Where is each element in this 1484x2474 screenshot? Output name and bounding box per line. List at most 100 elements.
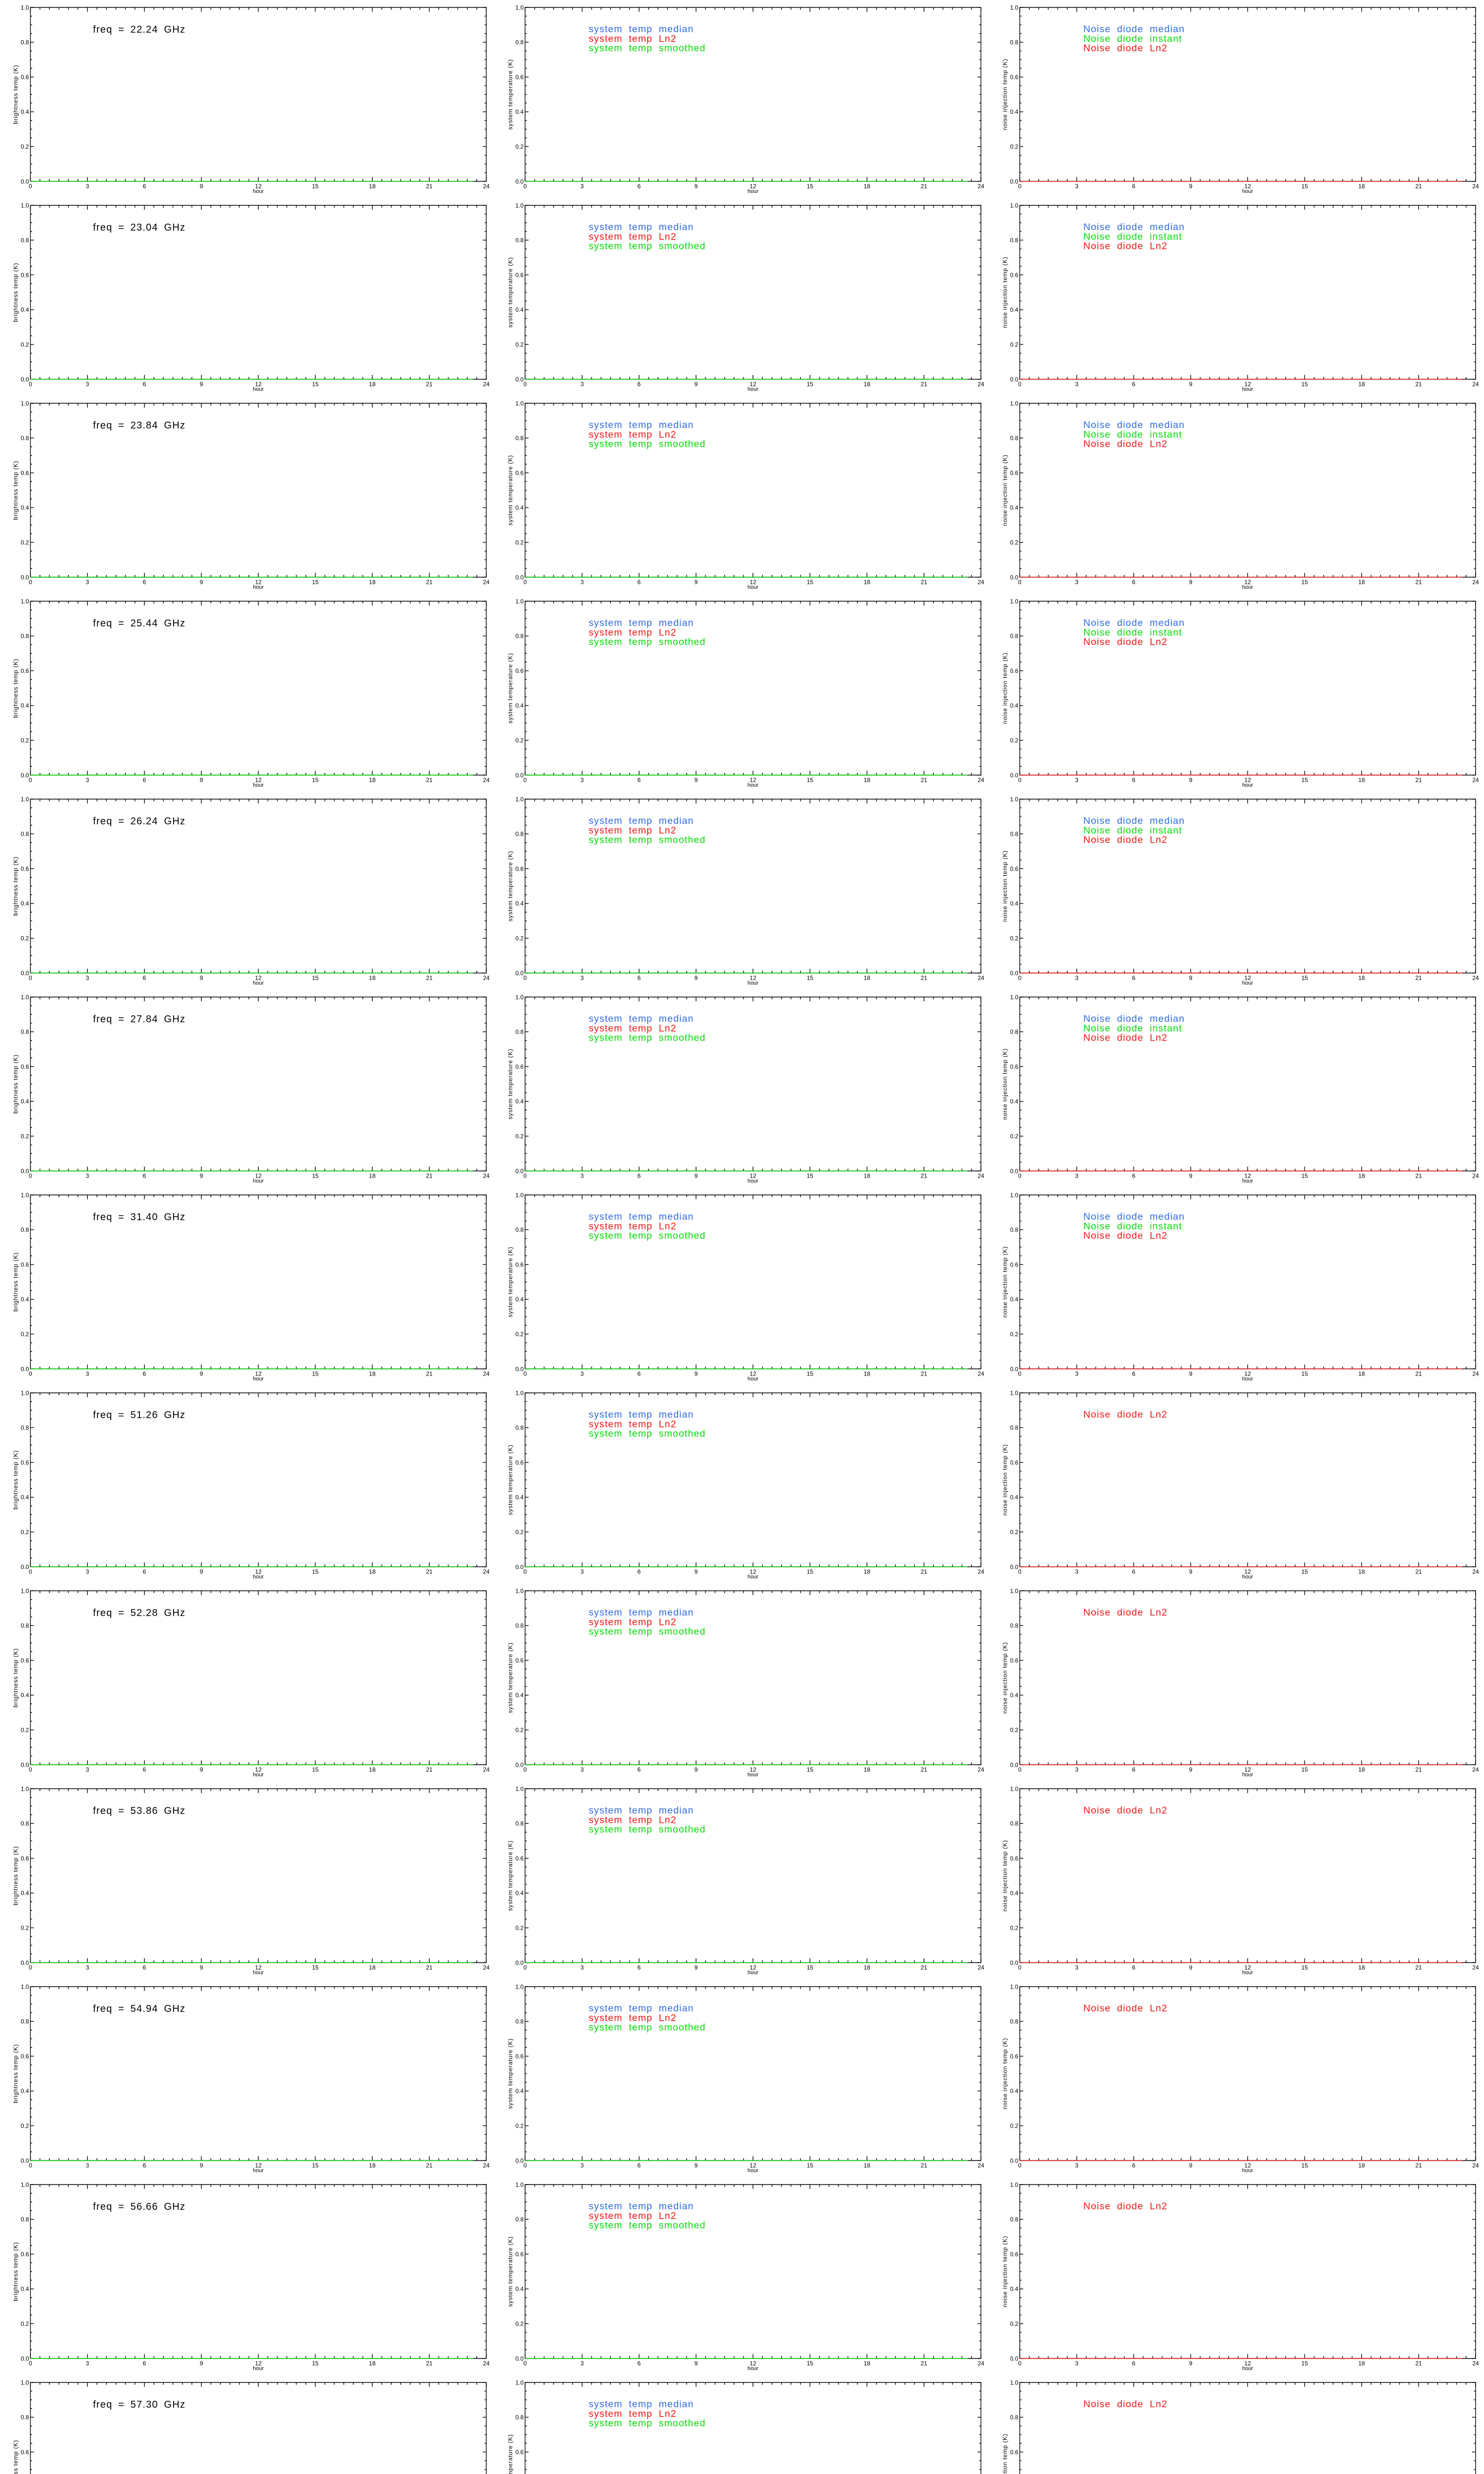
svg-text:1.0: 1.0	[21, 2181, 29, 2188]
svg-text:hour: hour	[1242, 1178, 1253, 1184]
svg-text:0: 0	[523, 1569, 527, 1575]
svg-text:3: 3	[1075, 2162, 1078, 2169]
svg-text:6: 6	[1132, 381, 1136, 388]
svg-text:6: 6	[143, 1766, 146, 1773]
svg-text:Noise diode median: Noise diode median	[1083, 618, 1185, 628]
svg-text:0.0: 0.0	[515, 772, 524, 779]
svg-text:9: 9	[200, 381, 203, 388]
svg-text:system temp smoothed: system temp smoothed	[589, 835, 706, 846]
svg-text:3: 3	[580, 975, 584, 982]
svg-text:24: 24	[483, 381, 490, 388]
svg-text:12: 12	[255, 1371, 262, 1378]
svg-text:3: 3	[1075, 381, 1078, 388]
svg-text:24: 24	[977, 1173, 984, 1180]
svg-text:9: 9	[1189, 975, 1193, 982]
svg-text:0.4: 0.4	[1010, 306, 1019, 313]
svg-text:0: 0	[1018, 1569, 1021, 1575]
svg-text:Noise diode instant: Noise diode instant	[1083, 825, 1182, 836]
svg-text:system temperature (K): system temperature (K)	[507, 1048, 514, 1119]
svg-text:system temp median: system temp median	[589, 815, 694, 826]
svg-text:1.0: 1.0	[1010, 202, 1019, 209]
svg-text:15: 15	[312, 777, 319, 784]
svg-text:0.2: 0.2	[21, 143, 29, 150]
svg-text:9: 9	[695, 975, 698, 982]
svg-text:24: 24	[977, 1766, 984, 1773]
svg-text:0: 0	[523, 2162, 527, 2169]
svg-text:0.6: 0.6	[21, 272, 29, 279]
svg-text:0.2: 0.2	[21, 1925, 29, 1932]
svg-text:0.0: 0.0	[515, 1168, 524, 1175]
svg-text:15: 15	[312, 183, 319, 190]
svg-text:hour: hour	[1242, 1574, 1253, 1580]
svg-text:24: 24	[977, 579, 984, 586]
svg-text:1.0: 1.0	[1010, 598, 1019, 605]
svg-text:6: 6	[638, 777, 641, 784]
svg-text:0.6: 0.6	[21, 1855, 29, 1862]
svg-text:0.0: 0.0	[1010, 178, 1019, 185]
svg-text:0.2: 0.2	[21, 1331, 29, 1338]
svg-text:0: 0	[523, 1173, 527, 1180]
svg-text:3: 3	[580, 1766, 584, 1773]
svg-text:freq = 57.30 GHz: freq = 57.30 GHz	[93, 2399, 186, 2410]
svg-text:12: 12	[750, 1964, 757, 1971]
svg-text:system temperature (K): system temperature (K)	[507, 59, 514, 130]
svg-text:system temp Ln2: system temp Ln2	[589, 1617, 677, 1627]
svg-text:12: 12	[750, 777, 757, 784]
svg-text:0.0: 0.0	[515, 2355, 524, 2362]
svg-text:12: 12	[750, 1569, 757, 1575]
svg-text:1.0: 1.0	[1010, 2379, 1019, 2386]
svg-text:6: 6	[1132, 183, 1136, 190]
svg-text:1.0: 1.0	[515, 4, 524, 11]
svg-text:hour: hour	[253, 2168, 264, 2174]
svg-text:hour: hour	[747, 782, 758, 788]
svg-text:0.0: 0.0	[21, 1366, 29, 1373]
svg-text:3: 3	[580, 1173, 584, 1180]
svg-text:18: 18	[369, 381, 376, 388]
svg-text:0: 0	[1018, 1766, 1021, 1773]
svg-text:6: 6	[1132, 2360, 1136, 2367]
svg-text:noise injection temp (K): noise injection temp (K)	[1002, 1642, 1009, 1714]
svg-text:6: 6	[1132, 579, 1136, 586]
svg-text:Noise diode Ln2: Noise diode Ln2	[1083, 637, 1167, 648]
svg-text:system temperature (K): system temperature (K)	[507, 653, 514, 723]
svg-text:system temperature (K): system temperature (K)	[507, 2236, 514, 2307]
svg-text:brightness temp (K): brightness temp (K)	[12, 856, 19, 916]
svg-text:0.0: 0.0	[21, 772, 29, 779]
svg-text:0.6: 0.6	[515, 1063, 524, 1070]
svg-text:0: 0	[523, 183, 527, 190]
svg-text:system temperature (K): system temperature (K)	[507, 257, 514, 328]
svg-text:freq = 27.84 GHz: freq = 27.84 GHz	[93, 1014, 186, 1025]
svg-text:0.4: 0.4	[515, 1296, 524, 1303]
svg-text:3: 3	[86, 381, 89, 388]
svg-text:21: 21	[921, 1371, 928, 1378]
svg-text:18: 18	[864, 579, 871, 586]
svg-text:24: 24	[483, 777, 490, 784]
svg-text:0.2: 0.2	[21, 341, 29, 348]
svg-text:9: 9	[200, 2360, 203, 2367]
svg-text:21: 21	[1415, 1766, 1422, 1773]
svg-text:6: 6	[638, 1964, 641, 1971]
svg-text:21: 21	[1415, 381, 1422, 388]
svg-text:system temp median: system temp median	[589, 2003, 694, 2014]
svg-text:9: 9	[200, 975, 203, 982]
svg-text:hour: hour	[253, 782, 264, 788]
svg-text:12: 12	[255, 1173, 262, 1180]
svg-text:0.0: 0.0	[515, 1959, 524, 1966]
svg-text:3: 3	[86, 1766, 89, 1773]
svg-text:24: 24	[977, 1569, 984, 1575]
svg-text:0.6: 0.6	[1010, 2251, 1019, 2258]
svg-text:0.8: 0.8	[21, 39, 29, 46]
svg-text:18: 18	[1358, 1766, 1365, 1773]
svg-text:15: 15	[807, 1173, 814, 1180]
svg-text:freq = 23.84 GHz: freq = 23.84 GHz	[93, 420, 186, 431]
svg-text:12: 12	[255, 2360, 262, 2367]
svg-text:0.8: 0.8	[21, 2414, 29, 2421]
svg-text:0.6: 0.6	[21, 74, 29, 81]
svg-text:6: 6	[143, 2162, 146, 2169]
svg-text:24: 24	[1472, 975, 1479, 982]
svg-text:0.0: 0.0	[1010, 1366, 1019, 1373]
svg-text:0.2: 0.2	[21, 1529, 29, 1536]
svg-text:3: 3	[580, 1964, 584, 1971]
svg-text:15: 15	[312, 1173, 319, 1180]
svg-text:21: 21	[426, 1569, 433, 1575]
